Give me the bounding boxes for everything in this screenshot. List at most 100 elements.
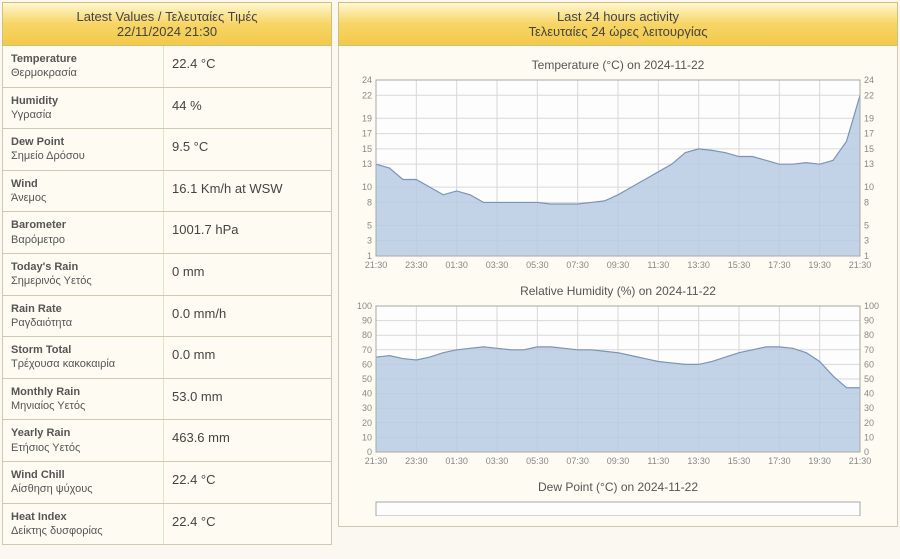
svg-text:40: 40 (362, 389, 372, 399)
svg-text:09:30: 09:30 (607, 260, 630, 270)
svg-text:15:30: 15:30 (728, 260, 751, 270)
svg-text:13:30: 13:30 (687, 260, 710, 270)
table-row: Wind ChillΑίσθηση ψύχους22.4 °C (3, 462, 331, 504)
metric-label: Wind ChillΑίσθηση ψύχους (3, 462, 163, 503)
svg-text:3: 3 (367, 236, 372, 246)
svg-text:17:30: 17:30 (768, 456, 791, 466)
table-row: Dew PointΣημείο Δρόσου9.5 °C (3, 129, 331, 171)
metric-value: 0.0 mm/h (163, 296, 331, 337)
values-table: TemperatureΘερμοκρασία22.4 °CHumidityΥγρ… (2, 46, 332, 545)
chart: 11335588101013131515171719192222242421:3… (343, 74, 893, 274)
svg-text:10: 10 (362, 432, 372, 442)
svg-text:13:30: 13:30 (687, 456, 710, 466)
left-panel-header: Latest Values / Τελευταίες Τιμές 22/11/2… (2, 2, 332, 46)
metric-value: 22.4 °C (163, 462, 331, 503)
metric-value: 9.5 °C (163, 129, 331, 170)
metric-label: Storm TotalΤρέχουσα κακοκαιρία (3, 337, 163, 378)
svg-text:22: 22 (362, 90, 372, 100)
metric-value: 0.0 mm (163, 337, 331, 378)
svg-text:80: 80 (362, 330, 372, 340)
svg-text:40: 40 (864, 389, 874, 399)
metric-label: Today's RainΣημερινός Υετός (3, 254, 163, 295)
svg-text:10: 10 (864, 432, 874, 442)
svg-text:10: 10 (362, 182, 372, 192)
table-row: Rain RateΡαγδαιότητα0.0 mm/h (3, 296, 331, 338)
metric-label: Dew PointΣημείο Δρόσου (3, 129, 163, 170)
metric-value: 44 % (163, 88, 331, 129)
table-row: Today's RainΣημερινός Υετός0 mm (3, 254, 331, 296)
svg-text:17:30: 17:30 (768, 260, 791, 270)
svg-text:19: 19 (864, 113, 874, 123)
svg-text:100: 100 (864, 301, 879, 311)
table-row: TemperatureΘερμοκρασία22.4 °C (3, 46, 331, 88)
table-row: BarometerΒαρόμετρο1001.7 hPa (3, 212, 331, 254)
table-row: WindΆνεμος16.1 Km/h at WSW (3, 171, 331, 213)
svg-text:50: 50 (362, 374, 372, 384)
svg-text:24: 24 (864, 75, 874, 85)
svg-text:70: 70 (864, 345, 874, 355)
svg-text:17: 17 (864, 129, 874, 139)
svg-text:19:30: 19:30 (808, 456, 831, 466)
svg-text:8: 8 (864, 197, 869, 207)
chart (343, 496, 893, 516)
svg-text:01:30: 01:30 (445, 260, 468, 270)
svg-text:60: 60 (362, 359, 372, 369)
svg-text:20: 20 (864, 418, 874, 428)
metric-value: 16.1 Km/h at WSW (163, 171, 331, 212)
left-header-line1: Latest Values / Τελευταίες Τιμές (7, 9, 327, 24)
svg-text:22: 22 (864, 90, 874, 100)
svg-text:10: 10 (864, 182, 874, 192)
svg-text:50: 50 (864, 374, 874, 384)
chart-title: Relative Humidity (%) on 2024-11-22 (343, 284, 893, 298)
svg-text:15: 15 (362, 144, 372, 154)
svg-text:13: 13 (362, 159, 372, 169)
svg-text:15:30: 15:30 (728, 456, 751, 466)
metric-label: HumidityΥγρασία (3, 88, 163, 129)
svg-text:90: 90 (362, 316, 372, 326)
metric-label: Rain RateΡαγδαιότητα (3, 296, 163, 337)
table-row: Monthly RainΜηνιαίος Υετός53.0 mm (3, 379, 331, 421)
metric-label: WindΆνεμος (3, 171, 163, 212)
svg-text:05:30: 05:30 (526, 260, 549, 270)
svg-text:30: 30 (864, 403, 874, 413)
table-row: Storm TotalΤρέχουσα κακοκαιρία0.0 mm (3, 337, 331, 379)
svg-text:03:30: 03:30 (486, 260, 509, 270)
svg-text:30: 30 (362, 403, 372, 413)
svg-text:60: 60 (864, 359, 874, 369)
svg-text:5: 5 (367, 220, 372, 230)
svg-text:01:30: 01:30 (445, 456, 468, 466)
svg-text:100: 100 (357, 301, 372, 311)
svg-text:21:30: 21:30 (365, 456, 388, 466)
svg-text:13: 13 (864, 159, 874, 169)
right-panel-header: Last 24 hours activity Τελευταίες 24 ώρε… (338, 2, 898, 46)
metric-value: 1001.7 hPa (163, 212, 331, 253)
svg-text:23:30: 23:30 (405, 260, 428, 270)
svg-text:20: 20 (362, 418, 372, 428)
metric-label: TemperatureΘερμοκρασία (3, 46, 163, 87)
svg-text:05:30: 05:30 (526, 456, 549, 466)
left-header-line2: 22/11/2024 21:30 (7, 24, 327, 39)
right-header-line1: Last 24 hours activity (343, 9, 893, 24)
metric-label: Monthly RainΜηνιαίος Υετός (3, 379, 163, 420)
table-row: HumidityΥγρασία44 % (3, 88, 331, 130)
svg-text:15: 15 (864, 144, 874, 154)
svg-text:11:30: 11:30 (647, 456, 669, 466)
svg-text:03:30: 03:30 (486, 456, 509, 466)
svg-text:24: 24 (362, 75, 372, 85)
svg-text:11:30: 11:30 (647, 260, 669, 270)
svg-text:21:30: 21:30 (849, 260, 872, 270)
chart-title: Temperature (°C) on 2024-11-22 (343, 58, 893, 72)
svg-text:19: 19 (362, 113, 372, 123)
svg-text:80: 80 (864, 330, 874, 340)
chart-title: Dew Point (°C) on 2024-11-22 (343, 480, 893, 494)
svg-text:07:30: 07:30 (566, 456, 589, 466)
right-header-line2: Τελευταίες 24 ώρες λειτουργίας (343, 24, 893, 39)
metric-label: BarometerΒαρόμετρο (3, 212, 163, 253)
table-row: Heat IndexΔείκτης δυσφορίας22.4 °C (3, 504, 331, 545)
svg-text:21:30: 21:30 (365, 260, 388, 270)
svg-text:07:30: 07:30 (566, 260, 589, 270)
svg-text:3: 3 (864, 236, 869, 246)
svg-text:09:30: 09:30 (607, 456, 630, 466)
svg-text:21:30: 21:30 (849, 456, 872, 466)
metric-value: 0 mm (163, 254, 331, 295)
